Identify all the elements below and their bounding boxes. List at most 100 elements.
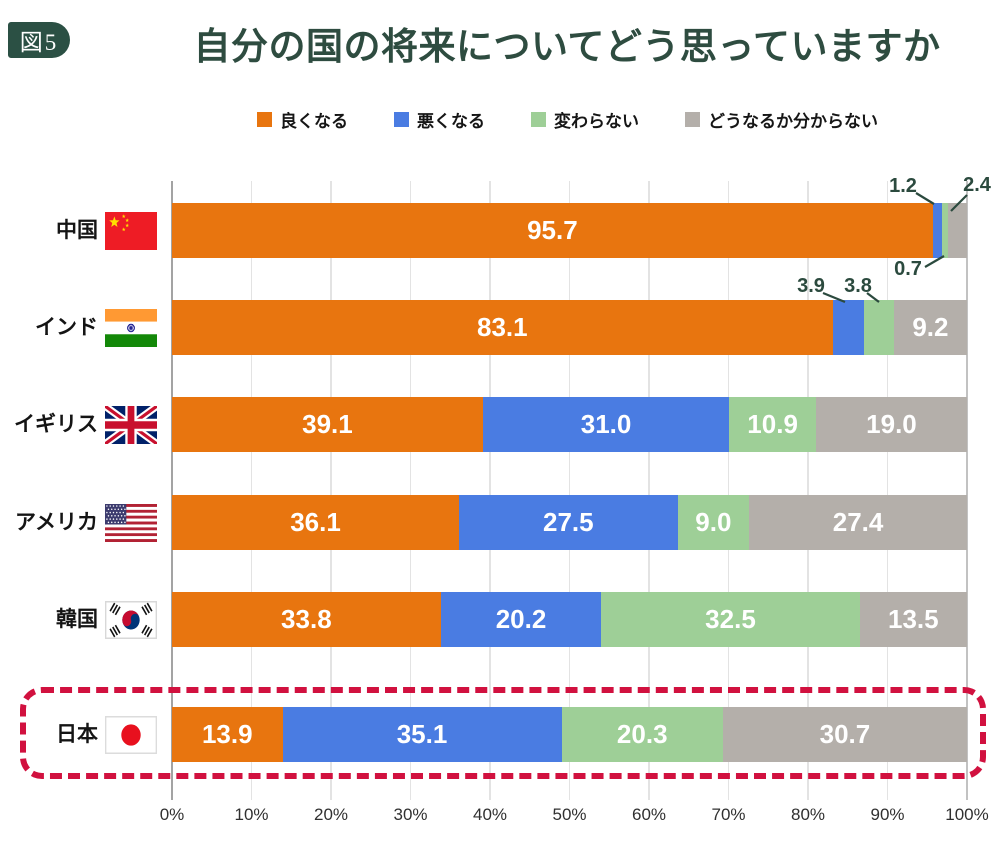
grid-line	[409, 181, 412, 800]
bar-value-label: 20.3	[616, 719, 668, 749]
bar-value-label: 10.9	[747, 409, 798, 439]
bar-segment-jp-1: 35.1	[282, 707, 562, 762]
bar-segment-kr-0: 33.8	[172, 592, 441, 647]
x-axis-tick-label: 50%	[552, 805, 587, 824]
bar-segment-kr-1: 20.2	[440, 592, 602, 647]
page-title: 自分の国の将来についてどう思っていますか	[193, 26, 941, 67]
legend-item-2: 変わらない	[531, 107, 639, 132]
bar-value-label: 36.1	[290, 507, 341, 537]
bar-value-label: 95.7	[527, 215, 578, 245]
bar-value-label: 35.1	[396, 719, 448, 749]
bar-segment-cn-2	[942, 203, 948, 258]
x-axis-tick-label: 100%	[945, 805, 989, 824]
bar-segment-us-2: 9.0	[677, 495, 750, 550]
bar-segment-jp-0: 13.9	[172, 707, 283, 762]
x-axis-tick-label: 20%	[313, 805, 349, 824]
bar-value-label: 33.8	[281, 604, 332, 634]
legend-label: 悪くなる	[417, 111, 485, 131]
legend-swatch-icon	[531, 111, 546, 127]
grid-line	[966, 181, 968, 800]
category-label-gb: イギリス	[14, 412, 98, 436]
bar-value-label: 13.5	[888, 604, 939, 634]
bar-segment-in-1	[832, 300, 864, 355]
bar-value-label: 27.5	[542, 507, 594, 537]
bar-segment-in-0: 83.1	[172, 300, 833, 355]
bar-segment-in-2	[863, 300, 894, 355]
bar-segment-gb-0: 39.1	[172, 397, 483, 452]
x-axis-tick-label: 80%	[790, 805, 826, 824]
grid-line	[648, 181, 650, 800]
bar-segment-kr-3: 13.5	[859, 592, 967, 647]
bar-segment-gb-2: 10.9	[729, 397, 816, 452]
x-axis-tick-label: 70%	[711, 805, 746, 824]
grid-line	[330, 181, 332, 800]
japan-highlight-box	[20, 687, 986, 779]
legend-item-0: 良くなる	[257, 107, 348, 132]
bar-value-label: 31.0	[580, 409, 632, 439]
grid-line	[727, 181, 730, 800]
x-axis-tick-label: 90%	[870, 805, 905, 824]
callout-label: 3.8	[844, 275, 872, 297]
grid-line	[171, 181, 173, 800]
bar-value-label: 20.2	[495, 604, 547, 634]
x-axis-tick-label: 0%	[159, 805, 185, 824]
flag-gb-icon	[105, 405, 157, 444]
flag-kr-icon	[105, 600, 157, 639]
legend-label: 変わらない	[554, 111, 639, 131]
flag-jp-icon	[105, 715, 157, 754]
callout-label: 1.2	[889, 175, 917, 197]
category-label-cn: 中国	[56, 218, 98, 242]
bar-segment-us-1: 27.5	[458, 495, 678, 550]
bar-value-label: 9.0	[695, 507, 732, 537]
flag-us-icon	[105, 503, 157, 542]
legend-swatch-icon	[257, 111, 272, 127]
bar-segment-us-0: 36.1	[172, 495, 459, 550]
category-label-kr: 韓国	[56, 607, 98, 631]
bar-value-label: 27.4	[832, 507, 884, 537]
x-axis-tick-label: 30%	[393, 805, 428, 824]
category-label-us: アメリカ	[15, 510, 98, 534]
bar-segment-in-3: 9.2	[893, 300, 967, 355]
bar-value-label: 39.1	[302, 409, 353, 439]
figure-number-badge: 図5	[8, 22, 70, 58]
bar-value-label: 13.9	[201, 719, 253, 749]
callout-label: 3.9	[797, 275, 825, 297]
bar-segment-us-3: 27.4	[749, 495, 967, 550]
grid-line	[568, 181, 571, 800]
category-label-in: インド	[35, 315, 98, 339]
bar-value-label: 83.1	[477, 312, 528, 342]
callout-label: 0.7	[894, 258, 922, 280]
flag-cn-icon	[105, 211, 157, 250]
bar-value-label: 9.2	[912, 312, 949, 342]
x-axis-tick-label: 60%	[631, 805, 667, 824]
bar-value-label: 19.0	[866, 409, 917, 439]
legend-label: 良くなる	[280, 111, 348, 131]
flag-in-icon	[105, 308, 157, 347]
bar-segment-jp-3: 30.7	[722, 707, 967, 762]
grid-line	[250, 181, 253, 800]
legend-item-1: 悪くなる	[394, 107, 485, 132]
chart-legend: 良くなる 悪くなる 変わらない どうなるか分からない	[135, 106, 1000, 132]
grid-line	[807, 181, 809, 800]
bar-segment-gb-1: 31.0	[482, 397, 730, 452]
bar-segment-cn-1	[932, 203, 943, 258]
x-axis-tick-label: 40%	[472, 805, 508, 824]
bar-segment-gb-3: 19.0	[815, 397, 967, 452]
bar-value-label: 32.5	[705, 604, 756, 634]
legend-label: どうなるか分からない	[708, 111, 878, 131]
bar-segment-cn-3	[947, 203, 967, 258]
callout-label: 2.4	[963, 174, 991, 196]
bar-segment-jp-2: 20.3	[561, 707, 723, 762]
bar-segment-cn-0: 95.7	[172, 203, 933, 258]
legend-swatch-icon	[394, 111, 409, 127]
legend-swatch-icon	[685, 111, 700, 127]
x-axis-tick-label: 10%	[234, 805, 269, 824]
bar-segment-kr-2: 32.5	[601, 592, 860, 647]
grid-line	[886, 181, 889, 800]
grid-line	[489, 181, 491, 800]
category-label-jp: 日本	[56, 722, 98, 746]
legend-item-3: どうなるか分からない	[685, 107, 878, 132]
bar-value-label: 30.7	[819, 719, 871, 749]
